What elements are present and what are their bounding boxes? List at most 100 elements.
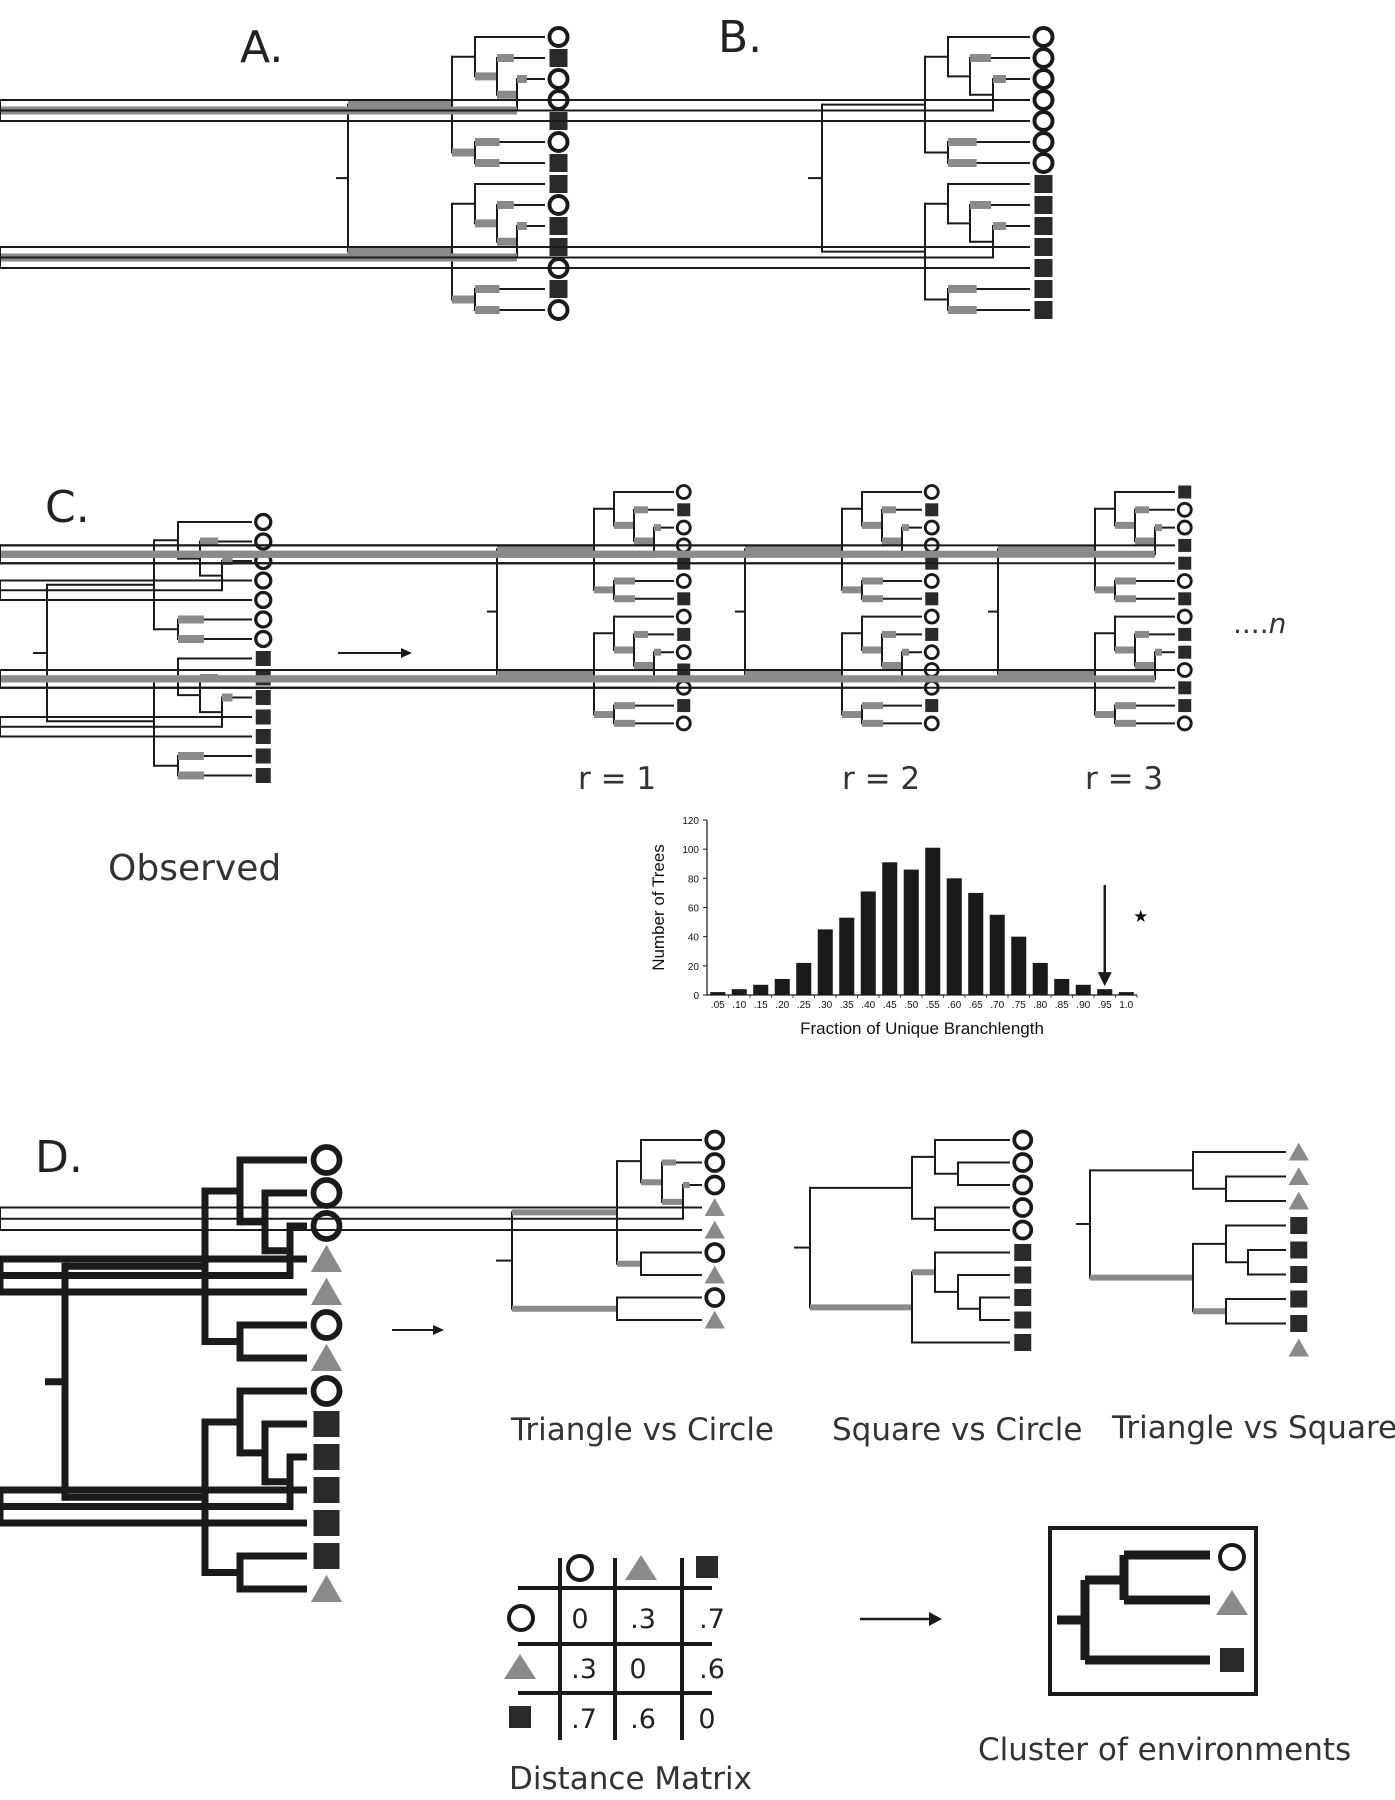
matrix-cell: .7 — [699, 1604, 725, 1635]
circle-tip — [1035, 133, 1053, 151]
square-tip — [550, 49, 568, 67]
square-tip — [314, 1477, 340, 1503]
comparison-label-square-circle: Square vs Circle — [832, 1412, 1082, 1448]
cluster-tree — [1057, 1555, 1210, 1660]
y-tick-label: 60 — [688, 904, 700, 915]
matrix-cell: .6 — [699, 1654, 725, 1685]
x-tick-label: .90 — [1076, 1000, 1090, 1011]
comparison-label-triangle-circle: Triangle vs Circle — [510, 1412, 774, 1448]
tree-square-vs-circle — [794, 1132, 1031, 1352]
histogram-bar — [732, 989, 747, 995]
square-tip — [256, 729, 271, 744]
circle-tip — [256, 632, 271, 647]
observed-value-arrowhead — [1098, 972, 1112, 986]
arrow-tree-to-comparisons — [392, 1325, 444, 1335]
circle-tip — [1014, 1177, 1031, 1194]
square-tip — [256, 710, 271, 725]
matrix-cell: 0 — [629, 1654, 646, 1685]
histogram-bar — [710, 992, 725, 995]
square-tip — [550, 175, 568, 193]
circle-tip — [550, 133, 568, 151]
x-tick-label: .20 — [775, 1000, 789, 1011]
triangle-tip — [1289, 1167, 1309, 1185]
triangle-tip — [705, 1198, 725, 1216]
x-tick-label: .10 — [732, 1000, 746, 1011]
cluster-of-environments — [1050, 1528, 1256, 1694]
circle-tip — [706, 1154, 723, 1171]
circle-tip — [314, 1147, 340, 1173]
circle-tip — [1035, 49, 1053, 67]
comparison-label-triangle-square: Triangle vs Square — [1111, 1410, 1395, 1446]
square-tip — [1035, 217, 1053, 235]
triangle-tip — [311, 1575, 342, 1602]
circle-tip — [1035, 70, 1053, 88]
square-tip — [677, 592, 690, 605]
square-tip — [1178, 699, 1191, 712]
circle-tip — [550, 301, 568, 319]
matrix-col-square — [696, 1556, 718, 1578]
circle-tip — [925, 575, 938, 588]
circle-tip — [256, 573, 271, 588]
circle-tip — [550, 196, 568, 214]
x-tick-label: .15 — [754, 1000, 768, 1011]
histogram-bar — [1119, 992, 1134, 995]
circle-tip — [256, 593, 271, 608]
triangle-tip — [311, 1245, 342, 1272]
x-tick-label: .55 — [926, 1000, 940, 1011]
square-tip — [1290, 1217, 1307, 1234]
circle-tip — [1035, 28, 1053, 46]
x-tick-label: .40 — [861, 1000, 875, 1011]
square-tip — [1178, 681, 1191, 694]
histogram-bar — [861, 891, 876, 995]
triangle-tip — [705, 1266, 725, 1284]
matrix-col-circle — [568, 1556, 592, 1580]
square-tip — [1178, 592, 1191, 605]
circle-tip — [706, 1132, 723, 1149]
histogram-bar — [882, 862, 897, 995]
square-tip — [256, 768, 271, 783]
matrix-cell: 0 — [571, 1604, 588, 1635]
x-axis-title: Fraction of Unique Branchlength — [800, 1019, 1044, 1038]
square-tip — [1035, 175, 1053, 193]
square-tip — [1290, 1242, 1307, 1259]
square-tip — [314, 1411, 340, 1437]
square-tip — [256, 749, 271, 764]
circle-tip — [925, 646, 938, 659]
triangle-tip — [1289, 1143, 1309, 1161]
square-tip — [1290, 1315, 1307, 1332]
arrow-observed-to-replicates — [338, 648, 412, 658]
circle-tip — [314, 1378, 340, 1404]
histogram-bar — [1033, 963, 1048, 995]
replicate-label-1: r = 1 — [578, 761, 656, 797]
cluster-circle — [1220, 1545, 1244, 1569]
circle-tip — [314, 1312, 340, 1338]
circle-tip — [677, 521, 690, 534]
square-tip — [314, 1510, 340, 1536]
x-tick-label: .65 — [969, 1000, 983, 1011]
square-tip — [1035, 259, 1053, 277]
square-tip — [1178, 557, 1191, 570]
matrix-cell: .7 — [571, 1704, 597, 1735]
circle-tip — [1178, 521, 1191, 534]
x-tick-label: .05 — [711, 1000, 725, 1011]
y-tick-label: 0 — [693, 991, 699, 1002]
histogram-bar — [775, 979, 790, 995]
matrix-cell: .6 — [630, 1704, 656, 1735]
circle-tip — [256, 515, 271, 530]
square-tip — [550, 154, 568, 172]
y-tick-label: 100 — [682, 845, 699, 856]
x-tick-label: .95 — [1098, 1000, 1112, 1011]
tree-d-full — [0, 1147, 342, 1602]
circle-tip — [550, 70, 568, 88]
circle-tip — [1035, 112, 1053, 130]
histogram-bar — [839, 918, 854, 995]
circle-tip — [1178, 575, 1191, 588]
y-tick-label: 40 — [688, 933, 700, 944]
histogram-bar — [796, 963, 811, 995]
x-tick-label: .45 — [883, 1000, 897, 1011]
histogram-bar — [1011, 937, 1026, 995]
triangle-tip — [1289, 1339, 1309, 1357]
square-tip — [677, 628, 690, 641]
matrix-cell: .3 — [571, 1654, 597, 1685]
matrix-row-square — [509, 1706, 531, 1728]
